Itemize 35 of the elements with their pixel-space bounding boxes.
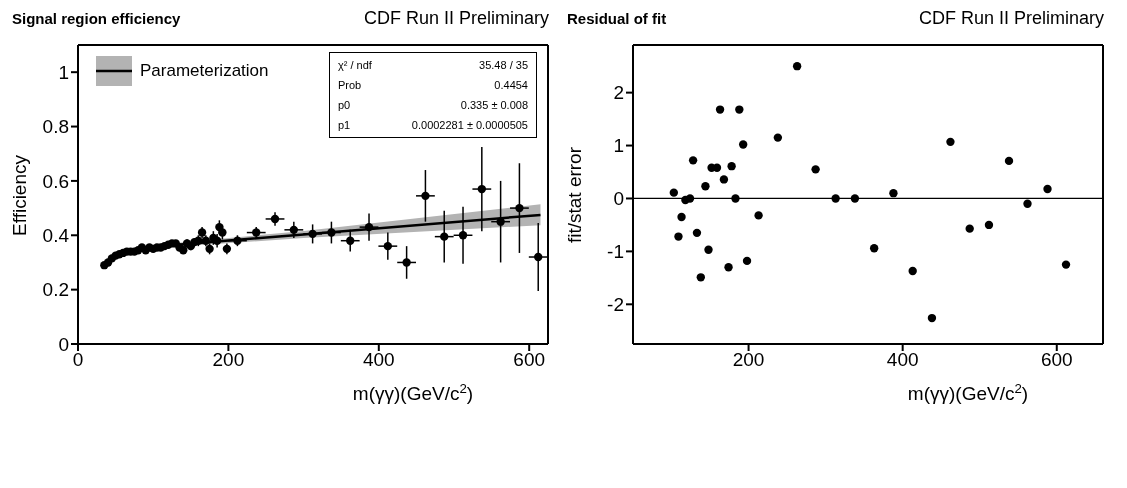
x-axis-title: m(γγ)(GeV/c$^{2}$) bbox=[352, 380, 474, 404]
chart-title: Signal region efficiency bbox=[12, 10, 181, 27]
y-tick-label: 2 bbox=[613, 82, 624, 104]
x-tick-label: 200 bbox=[212, 349, 245, 371]
y-tick-label: -1 bbox=[607, 241, 624, 263]
y-tick-label: 1 bbox=[58, 61, 69, 83]
chart-title: Residual of fit bbox=[567, 10, 667, 27]
annotation: 0.335 ± 0.008 bbox=[460, 99, 528, 111]
annotation: 0.4454 bbox=[494, 79, 528, 91]
annotation: p1 bbox=[338, 119, 351, 131]
x-tick-label: 400 bbox=[886, 349, 919, 371]
legend-label: Parameterization bbox=[140, 61, 269, 81]
y-tick-label: 0.4 bbox=[42, 225, 70, 247]
y-axis-title: Efficiency bbox=[8, 154, 31, 236]
annotation: 0.0002281 ± 0.0000505 bbox=[411, 119, 528, 131]
y-tick-label: -2 bbox=[607, 294, 624, 316]
y-tick-label: 0 bbox=[58, 333, 69, 355]
y-tick-label: 0 bbox=[613, 188, 624, 210]
x-tick-label: 600 bbox=[1040, 349, 1073, 371]
y-tick-label: 0.2 bbox=[42, 279, 69, 301]
y-tick-label: 0.6 bbox=[42, 170, 69, 192]
chart-subtitle: CDF Run II Preliminary bbox=[918, 8, 1104, 29]
annotation: χ² / ndf bbox=[338, 59, 372, 71]
x-axis-title: m(γγ)(GeV/c$^{2}$) bbox=[907, 380, 1029, 404]
y-tick-label: 0.8 bbox=[42, 116, 69, 138]
x-tick-label: 200 bbox=[732, 349, 765, 371]
annotation: 35.48 / 35 bbox=[479, 59, 528, 71]
x-tick-label: 0 bbox=[72, 349, 84, 371]
annotation: p0 bbox=[338, 99, 351, 111]
y-axis-title: fit/stat error bbox=[563, 146, 586, 244]
x-tick-label: 600 bbox=[513, 349, 546, 371]
annotation: Prob bbox=[338, 79, 362, 91]
chart-subtitle: CDF Run II Preliminary bbox=[363, 8, 549, 29]
y-tick-label: 1 bbox=[613, 135, 624, 157]
x-tick-label: 400 bbox=[362, 349, 395, 371]
